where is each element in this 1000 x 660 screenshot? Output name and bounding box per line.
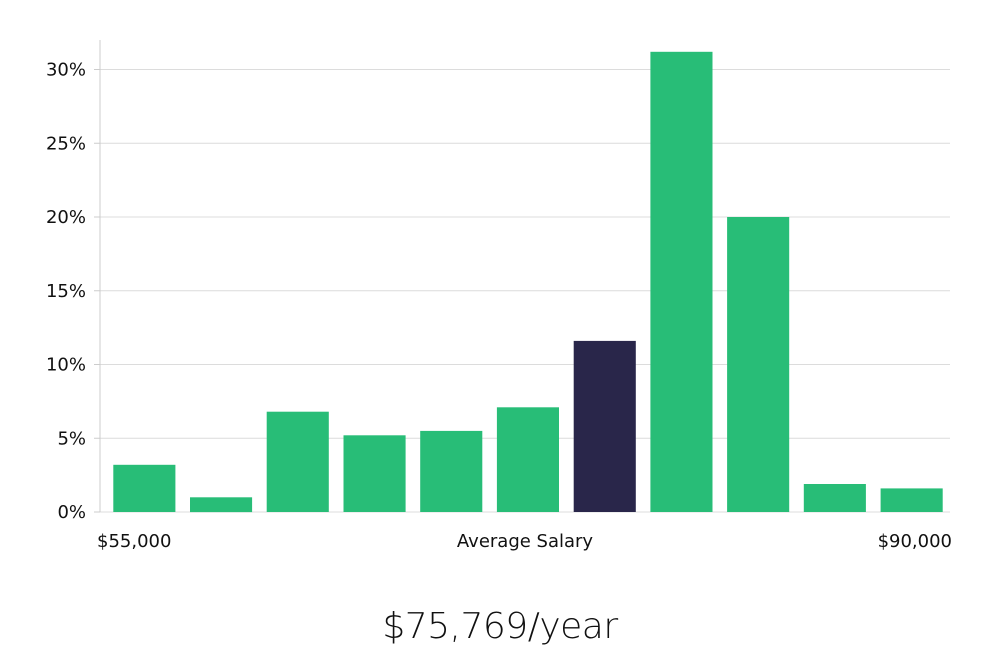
salary-histogram: 0% 5% 10% 15% 20% 25% 30% $55,000 Average Sala… bbox=[46, 40, 952, 552]
histogram-bar bbox=[343, 435, 406, 512]
y-tick-label: 5% bbox=[57, 428, 86, 449]
histogram-bar bbox=[420, 430, 483, 512]
y-tick-label: 30% bbox=[46, 60, 86, 81]
histogram-bar-highlighted bbox=[573, 340, 636, 512]
x-axis-min-label: $55,000 bbox=[97, 531, 171, 552]
y-tick-label: 10% bbox=[46, 355, 86, 376]
y-tick-label: 25% bbox=[46, 133, 86, 154]
y-tick-label: 0% bbox=[57, 502, 86, 523]
x-axis-max-label: $90,000 bbox=[878, 531, 952, 552]
y-tick-label: 15% bbox=[46, 281, 86, 302]
y-axis-tick-labels: 0% 5% 10% 15% 20% 25% 30% bbox=[46, 60, 86, 524]
histogram-bar bbox=[266, 411, 329, 512]
histogram-bar bbox=[727, 217, 790, 512]
y-tick-label: 20% bbox=[46, 207, 86, 228]
histogram-bar bbox=[650, 51, 713, 513]
histogram-bar bbox=[803, 484, 866, 512]
histogram-bars bbox=[113, 51, 943, 513]
histogram-bar bbox=[190, 497, 253, 513]
histogram-bar bbox=[880, 488, 943, 512]
histogram-bar bbox=[496, 407, 559, 512]
histogram-bar bbox=[113, 464, 176, 512]
x-axis-title: Average Salary bbox=[457, 531, 594, 552]
average-salary-summary: $75,769/year bbox=[382, 606, 618, 647]
